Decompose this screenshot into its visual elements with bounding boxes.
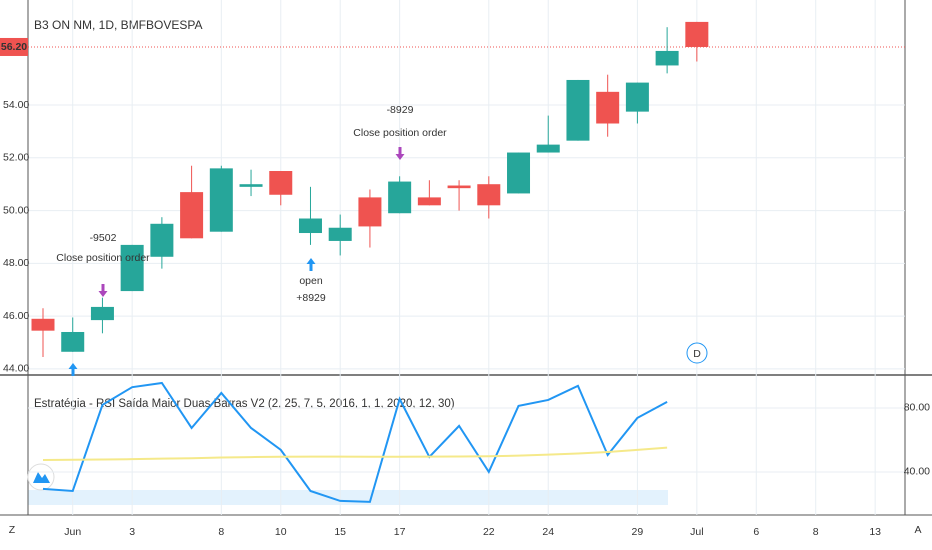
- event-marker: [686, 342, 708, 364]
- x-tick-label: 6: [753, 526, 759, 538]
- y-tick-label: 50.00: [3, 204, 29, 216]
- last-price-label: 56.20: [1, 41, 27, 53]
- candle-body: [209, 168, 233, 232]
- x-tick-label: 17: [394, 526, 406, 538]
- indicator-logo: [27, 463, 55, 491]
- event-marker-label: D: [693, 348, 701, 360]
- x-tick-label: 13: [869, 526, 881, 538]
- y-tick-label: 54.00: [3, 99, 29, 111]
- signal-arrow: [395, 147, 405, 160]
- candle-body: [625, 82, 649, 112]
- annotation: +8929: [296, 292, 326, 304]
- candle-body: [685, 21, 709, 47]
- oversold-band: [28, 490, 668, 505]
- chart-title: B3 ON NM, 1D, BMFBOVESPA: [34, 18, 202, 32]
- signal-arrow: [306, 258, 316, 271]
- annotation: open: [299, 275, 323, 287]
- annotation: Close position order: [56, 252, 150, 264]
- signal-arrow: [98, 284, 108, 297]
- candle-body: [31, 318, 55, 331]
- candle-body: [90, 306, 114, 321]
- candle-body: [566, 79, 590, 141]
- y-tick-label: 44.00: [3, 363, 29, 375]
- x-tick-label: 8: [218, 526, 224, 538]
- candle-body: [536, 144, 560, 153]
- y2-tick-label: 40.00: [904, 466, 930, 478]
- x-tick-label: 8: [813, 526, 819, 538]
- indicator-title: Estratégia - RSI Saída Maior Duas Barras…: [34, 398, 455, 410]
- indicator-line: [42, 446, 668, 461]
- candle-body: [417, 197, 441, 206]
- right-button[interactable]: A: [914, 524, 921, 536]
- candle-body: [298, 218, 322, 234]
- candle-body: [447, 185, 471, 189]
- y2-tick-label: 80.00: [904, 402, 930, 414]
- left-button[interactable]: Z: [9, 524, 16, 536]
- x-tick-label: Jul: [690, 526, 703, 538]
- candle-body: [180, 192, 204, 239]
- indicator-line: [42, 381, 668, 503]
- x-tick-label: 22: [483, 526, 495, 538]
- candle-body: [150, 223, 174, 257]
- candle-body: [655, 50, 679, 66]
- annotation: -8929: [387, 104, 414, 116]
- x-tick-label: 29: [632, 526, 644, 538]
- candle-body: [61, 331, 85, 352]
- candle-body: [358, 197, 382, 227]
- candle-body: [596, 91, 620, 124]
- annotation: -9502: [90, 232, 117, 244]
- signal-arrow: [68, 363, 78, 376]
- candle-body: [239, 184, 263, 187]
- x-tick-label: 3: [129, 526, 135, 538]
- candle-body: [120, 244, 144, 292]
- candle-body: [477, 184, 501, 206]
- candle-body: [507, 152, 531, 194]
- y-tick-label: 48.00: [3, 257, 29, 269]
- x-tick-label: 15: [334, 526, 346, 538]
- candle-body: [269, 171, 293, 195]
- x-tick-label: Jun: [64, 526, 81, 538]
- x-tick-label: 10: [275, 526, 287, 538]
- y-tick-label: 46.00: [3, 310, 29, 322]
- x-tick-label: 24: [542, 526, 554, 538]
- candle-body: [388, 181, 412, 214]
- candle-body: [328, 227, 352, 241]
- last-price-box: [0, 37, 28, 56]
- annotation: Close position order: [353, 127, 447, 139]
- y-tick-label: 52.00: [3, 152, 29, 164]
